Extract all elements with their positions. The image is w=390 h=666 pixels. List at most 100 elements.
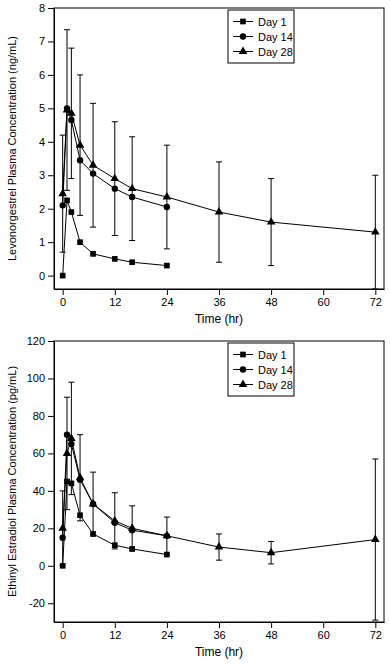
legend-box (228, 343, 294, 396)
data-point (371, 227, 380, 234)
x-tick-label: 48 (265, 296, 277, 308)
x-tick-mark (167, 622, 168, 628)
y-tick-label: 7 (39, 35, 45, 47)
data-point (67, 433, 76, 440)
y-tick: 60 (33, 447, 54, 459)
y-tick-mark (48, 276, 54, 277)
y-tick: 2 (39, 203, 54, 215)
data-point (60, 273, 66, 279)
series-line (63, 435, 167, 538)
y-tick-mark (48, 108, 54, 109)
series (58, 382, 379, 620)
x-tick-label: 36 (213, 629, 225, 641)
chart-panel: 0 12 24 36 48 60 72 -20 0 20 40 60 80 100 120 Time (hr)… (6, 335, 385, 659)
x-tick-mark (115, 289, 116, 295)
legend-marker (240, 19, 246, 25)
x-tick: 48 (265, 622, 277, 641)
x-tick-label: 48 (265, 629, 277, 641)
x-tick: 12 (109, 289, 121, 308)
data-point (76, 140, 85, 147)
x-tick-mark (323, 622, 324, 628)
y-tick-label: 2 (39, 203, 45, 215)
y-axis-line (54, 342, 55, 623)
y-tick: 7 (39, 35, 54, 47)
series (60, 479, 170, 569)
x-tick: 36 (213, 289, 225, 308)
data-point (76, 473, 85, 480)
data-point (77, 239, 83, 245)
y-tick-label: 3 (39, 169, 45, 181)
x-tick-label: 36 (213, 296, 225, 308)
y-tick-mark (48, 378, 54, 379)
data-point (69, 209, 75, 215)
y-tick: 1 (39, 236, 54, 248)
data-point (90, 251, 96, 257)
y-tick-label: -20 (29, 597, 45, 609)
x-axis-title: Time (hr) (195, 645, 243, 659)
data-point (89, 499, 98, 506)
x-tick-label: 24 (161, 296, 173, 308)
y-tick-mark (48, 528, 54, 529)
y-tick: 8 (39, 2, 54, 14)
legend-marker (240, 33, 246, 39)
legend-label: Day 14 (258, 31, 293, 43)
y-tick-label: 1 (39, 236, 45, 248)
x-tick-label: 60 (318, 296, 330, 308)
x-tick-label: 12 (109, 629, 121, 641)
y-tick: 40 (33, 485, 54, 497)
y-tick-label: 6 (39, 69, 45, 81)
data-point (58, 523, 67, 530)
x-tick: 60 (318, 289, 330, 308)
figure: 0122436486072012345678Time (hr)Levonorge… (0, 0, 390, 666)
y-tick: 5 (39, 102, 54, 114)
data-point (110, 174, 119, 181)
y-tick: -20 (29, 597, 54, 609)
y-tick-mark (48, 142, 54, 143)
y-tick-label: 40 (33, 485, 45, 497)
x-tick-label: 24 (161, 629, 173, 641)
y-tick-label: 80 (33, 410, 45, 422)
x-tick-mark (219, 289, 220, 295)
y-tick: 4 (39, 136, 54, 148)
x-tick-label: 72 (370, 629, 382, 641)
legend-label: Day 28 (258, 46, 293, 58)
data-point (112, 256, 118, 262)
y-tick-label: 8 (39, 2, 45, 14)
x-tick: 0 (60, 289, 66, 308)
x-tick-label: 60 (318, 629, 330, 641)
x-tick-mark (271, 289, 272, 295)
y-tick-mark (48, 341, 54, 342)
x-tick: 48 (265, 289, 277, 308)
legend-marker (240, 352, 246, 358)
y-tick: 20 (33, 522, 54, 534)
y-tick-label: 100 (27, 372, 45, 384)
data-point (129, 259, 135, 265)
x-tick-label: 72 (370, 296, 382, 308)
legend: Day 1Day 14Day 28 (228, 343, 294, 396)
x-tick-mark (271, 622, 272, 628)
y-tick-label: 4 (39, 136, 45, 148)
series-line (63, 482, 167, 566)
data-point (267, 548, 276, 555)
y-tick-mark (48, 453, 54, 454)
y-tick-mark (48, 175, 54, 176)
y-tick-label: 0 (39, 560, 45, 572)
x-tick-mark (219, 622, 220, 628)
data-point (164, 263, 170, 269)
x-tick-label: 0 (60, 296, 66, 308)
y-axis: 012345678 (39, 2, 55, 289)
x-tick: 0 (60, 622, 66, 641)
x-tick-mark (63, 289, 64, 295)
x-axis: 0 12 24 36 48 60 72 (55, 622, 385, 641)
y-axis-title: Levonorgestrel Plasma Concentration (ng/… (6, 36, 18, 261)
x-tick: 60 (318, 622, 330, 641)
legend-marker (239, 380, 248, 387)
y-axis-title: Ethinyl Estradiol Plasma Concentration (… (6, 366, 18, 597)
y-tick: 0 (39, 560, 54, 572)
y-tick-mark (48, 603, 54, 604)
chart-panel: 0122436486072012345678Time (hr)Levonorge… (6, 2, 385, 326)
x-tick-mark (375, 289, 376, 295)
legend-label: Day 14 (258, 364, 293, 376)
y-tick: 120 (27, 335, 54, 347)
x-tick-mark (63, 622, 64, 628)
